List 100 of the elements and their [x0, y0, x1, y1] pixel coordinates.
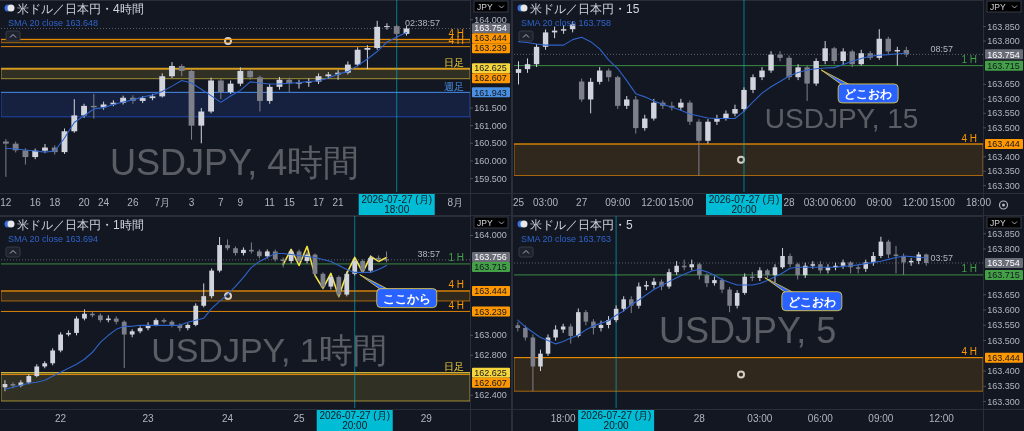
y-tick-label: 163.550	[987, 108, 1020, 119]
x-tick-label: 16	[29, 197, 42, 208]
y-tick-label: 162.400	[474, 390, 507, 401]
ref-line-label: 1 H	[961, 263, 977, 275]
x-tick-label: 15:00	[929, 197, 956, 208]
x-tick-label: 18:00	[550, 413, 577, 424]
x-tick-label: 2026-07-27 (月) 20:00	[319, 410, 391, 431]
x-tick-label: 28	[693, 413, 706, 424]
y-tick-label: 163.239	[474, 43, 507, 54]
y-tick-label: 163.756	[474, 252, 507, 263]
x-tick-label: 21	[332, 197, 345, 208]
x-tick-label: 03:00	[533, 197, 559, 208]
y-axis-title: JPY	[477, 2, 493, 12]
ref-line-label: 4 H	[961, 132, 977, 144]
x-tick-label: 12:00	[928, 413, 955, 424]
y-tick-label: 161.500	[474, 103, 507, 113]
y-tick-label: 163.300	[987, 396, 1020, 407]
y-tick-label: 162.625	[474, 63, 507, 74]
y-tick-label: 163.650	[987, 289, 1020, 300]
x-tick-label: 23	[142, 413, 155, 424]
x-tick-label: 12	[0, 197, 12, 208]
text: USDJPY, 15	[764, 103, 919, 134]
y-tick-label: 160.000	[474, 155, 507, 166]
x-tick-label: 24	[221, 413, 234, 424]
y-tick-label: 160.500	[474, 138, 507, 149]
ref-line-label: 日足	[444, 361, 464, 373]
y-tick-label: 163.850	[987, 21, 1020, 32]
annotation: 08:57	[930, 43, 953, 54]
text: USDJPY, 4時間	[109, 142, 360, 183]
annotation: 03:57	[930, 252, 953, 263]
y-axis-title: JPY	[477, 218, 493, 228]
x-tick-label: 17	[312, 197, 325, 208]
text: SMA 20 close 163.694	[8, 234, 99, 244]
y-tick-label: 163.444	[987, 139, 1020, 150]
y-tick-label: 163.600	[987, 93, 1020, 104]
y-tick-label: 163.239	[474, 306, 507, 317]
y-tick-label: 159.500	[474, 173, 507, 184]
ref-line-label: 週足	[444, 80, 464, 92]
ref-line-label: 162.607	[474, 377, 507, 388]
y-tick-label: 163.754	[474, 23, 507, 34]
y-tick-label: 162.800	[474, 350, 507, 361]
x-tick-label: 28	[783, 197, 796, 208]
y-tick-label: 163.400	[987, 366, 1020, 377]
x-tick-label: 12:00	[902, 197, 929, 208]
y-tick-label: 164.000	[474, 230, 507, 241]
x-tick-label: 06:00	[807, 413, 834, 424]
ref-line-label: 4 H	[448, 279, 464, 291]
x-tick-label: 22	[55, 413, 67, 424]
x-tick-label: 09:00	[868, 413, 894, 424]
x-tick-label: 11	[264, 197, 276, 208]
x-tick-label: 7月	[154, 197, 170, 208]
x-tick-label: 20	[78, 197, 91, 208]
x-tick-label: 9	[237, 197, 244, 208]
y-tick-label: 163.715	[987, 60, 1020, 71]
y-tick-label: 163.600	[987, 305, 1020, 316]
chart-title: 米ドル／日本円・4時間	[17, 1, 144, 16]
ref-line-label: 4 H	[448, 299, 464, 311]
x-tick-label: 8月	[447, 197, 464, 208]
y-tick-label: 164.000	[474, 14, 507, 25]
x-tick-label: 15:00	[668, 197, 694, 208]
x-tick-label: 09:00	[605, 197, 631, 208]
text: USDJPY, 1時間	[151, 331, 387, 369]
ref-line-label: 日足	[444, 56, 464, 68]
y-tick-label: 161.000	[474, 120, 507, 131]
ref-line-label: 162.607	[474, 73, 507, 84]
ref-line-label: 1 H	[961, 54, 977, 66]
y-tick-label: 163.650	[987, 79, 1020, 90]
x-tick-label: 03:00	[803, 197, 830, 208]
x-tick-label: 29	[420, 413, 433, 424]
ref-line-label: 1 H	[448, 252, 464, 264]
text: SMA 20 close 163.763	[521, 234, 612, 244]
x-tick-label: 2026-07-27 (月) 18:00	[361, 194, 433, 215]
x-tick-label: 26	[127, 197, 139, 208]
y-tick-label: 163.300	[987, 180, 1020, 191]
x-tick-label: 15	[283, 197, 296, 208]
annotation: どこおわ	[844, 86, 893, 101]
y-tick-label: 161.943	[474, 87, 507, 98]
y-tick-label: 163.715	[474, 262, 507, 273]
x-tick-label: 2026-07-27 (月) 20:00	[708, 194, 780, 215]
y-tick-label: 163.800	[987, 36, 1020, 47]
chart-title: 米ドル／日本円・1時間	[17, 217, 144, 232]
x-tick-label: 18	[49, 197, 61, 208]
x-tick-label: 27	[576, 197, 588, 208]
y-tick-label: 163.500	[987, 335, 1020, 346]
y-tick-label: 163.350	[987, 381, 1020, 392]
y-tick-label: 163.400	[987, 151, 1020, 162]
y-tick-label: 163.754	[987, 49, 1020, 60]
annotation: どこおわ	[787, 294, 836, 309]
y-tick-label: 163.444	[474, 286, 507, 297]
x-tick-label: 06:00	[830, 197, 857, 208]
x-tick-label: 3	[188, 197, 195, 208]
annotation: 02:38:57	[404, 17, 440, 28]
y-tick-label: 163.000	[474, 330, 507, 341]
y-tick-label: 163.754	[987, 258, 1020, 269]
x-tick-label: 7	[218, 197, 225, 208]
x-tick-label: 18:00	[965, 197, 992, 208]
chart-title: 米ドル／日本円・5	[530, 217, 633, 232]
y-tick-label: 163.715	[987, 270, 1020, 281]
x-tick-label: 09:00	[866, 197, 893, 208]
ref-line-label: 4 H	[961, 346, 977, 358]
